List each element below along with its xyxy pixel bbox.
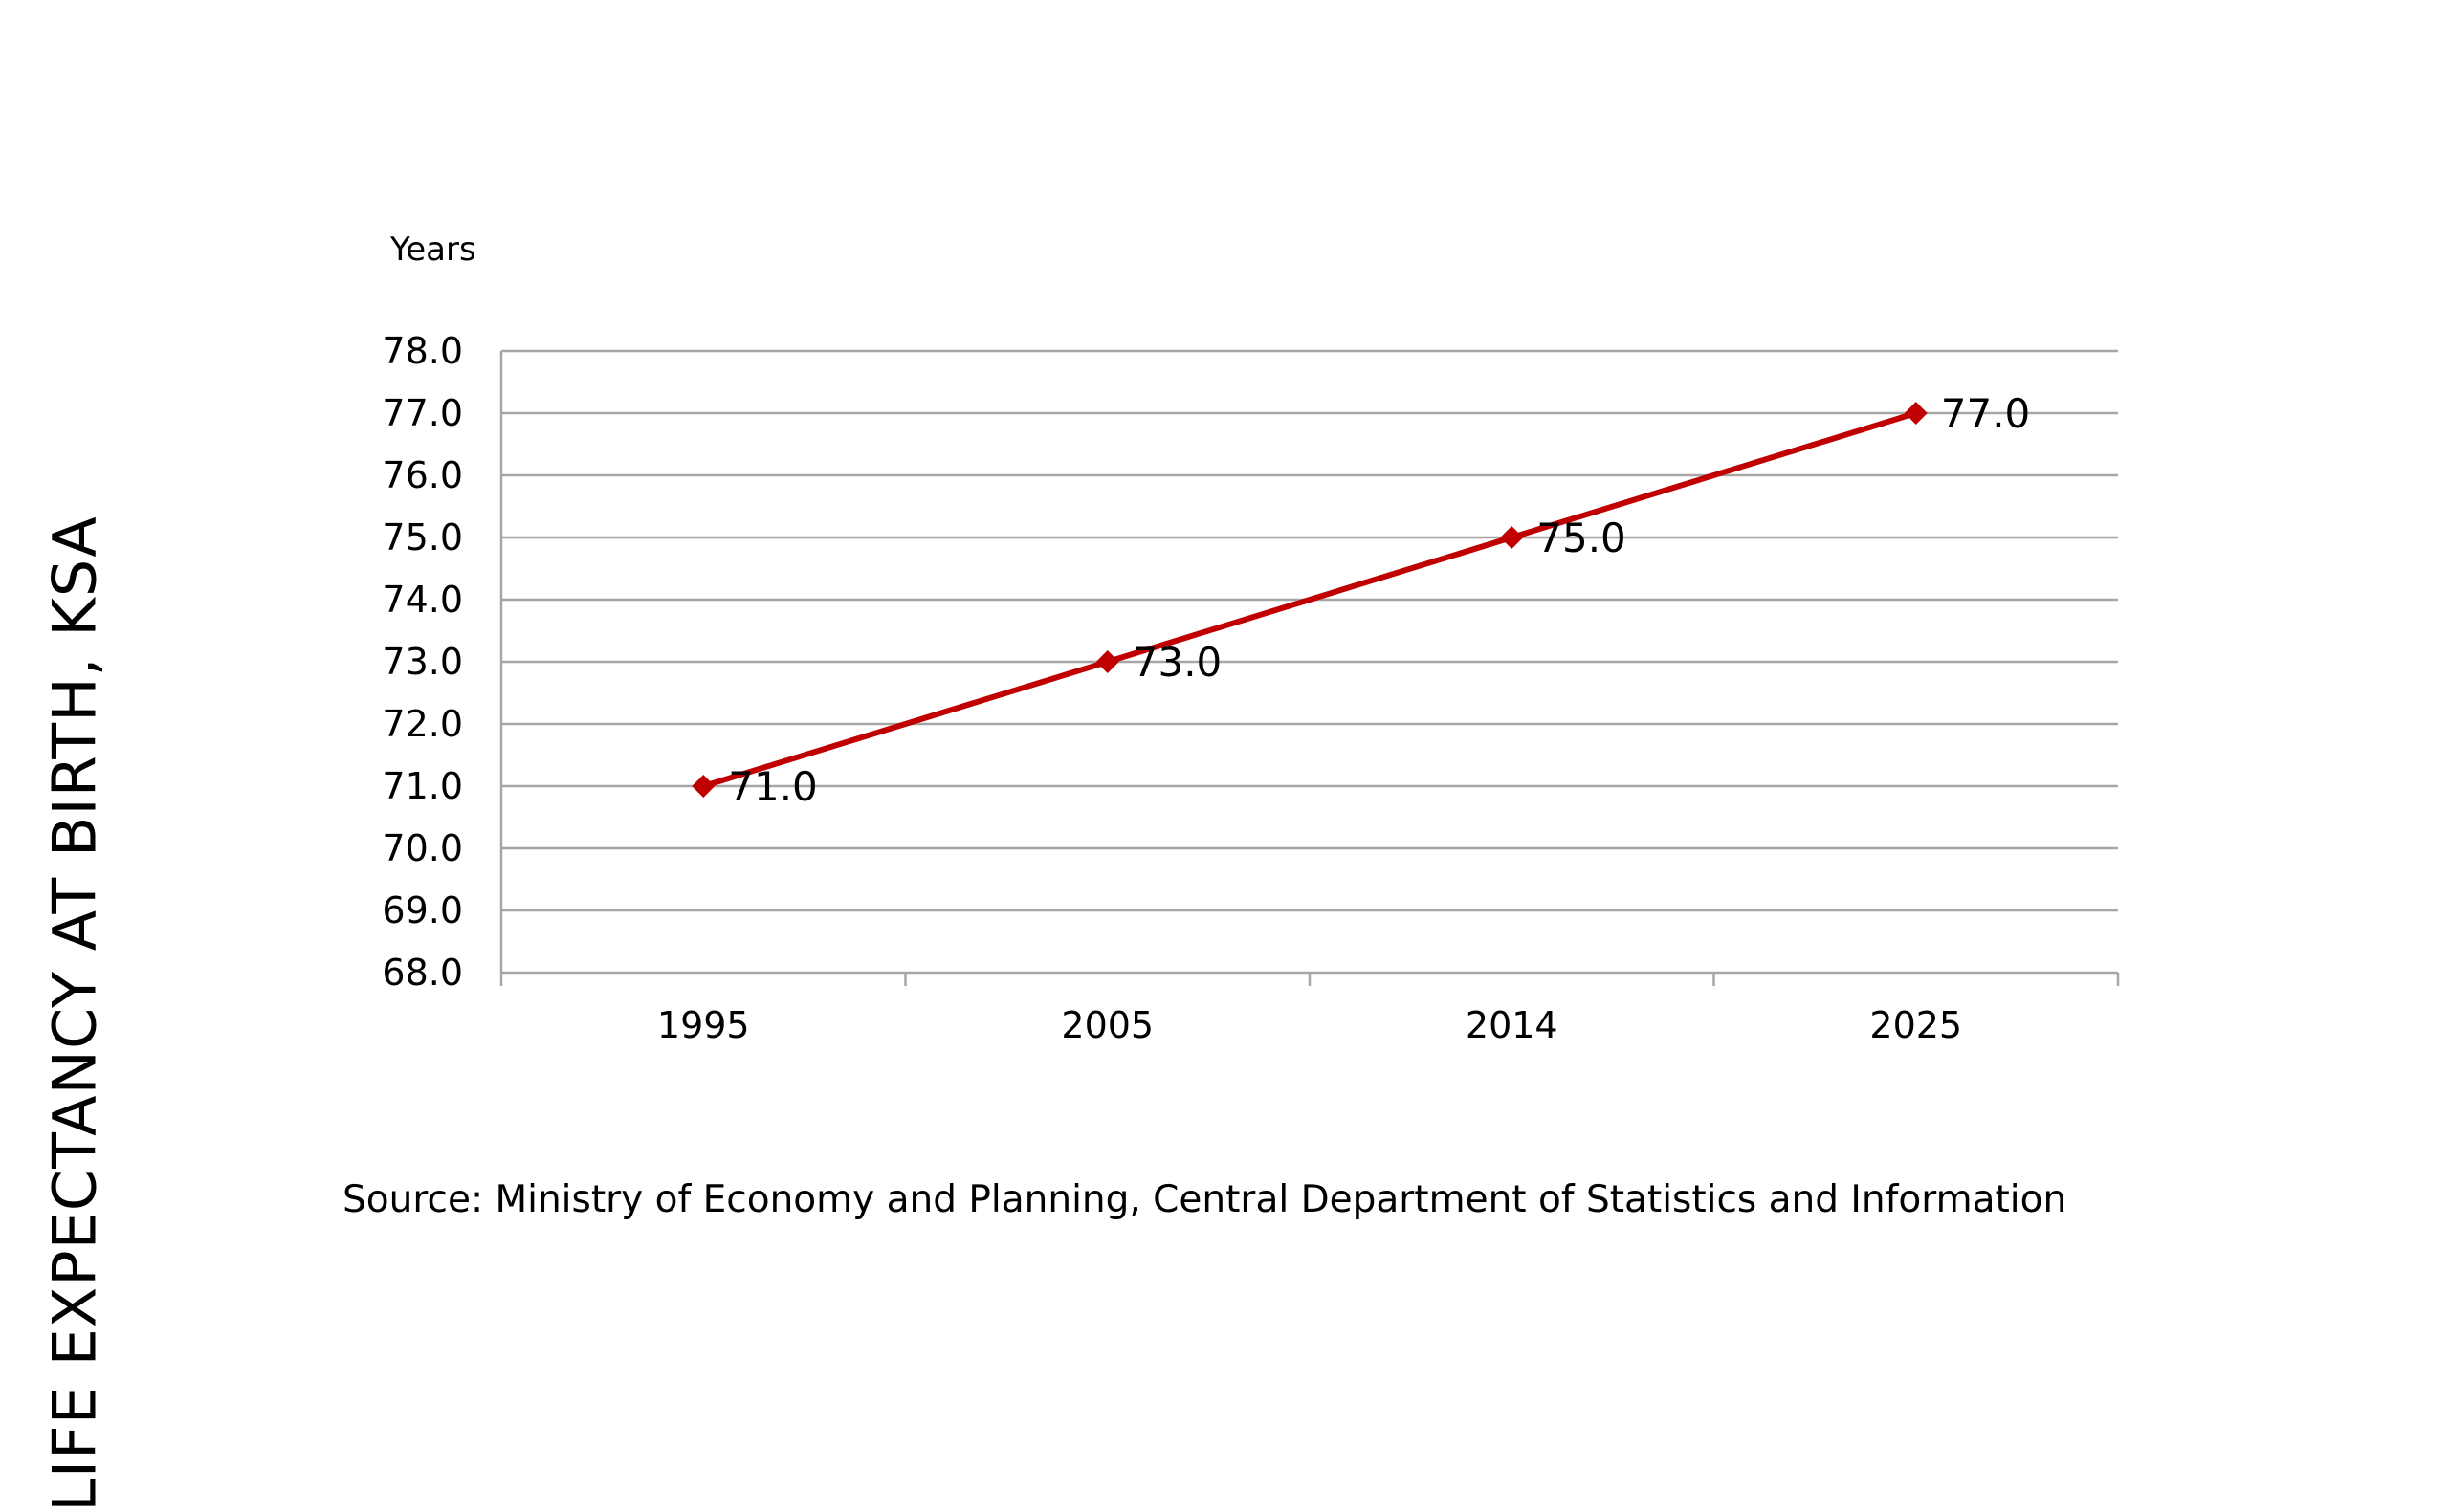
- y-tick-label: 77.0: [382, 392, 463, 434]
- y-tick-label: 73.0: [382, 641, 463, 683]
- data-label: 77.0: [1941, 390, 2031, 437]
- x-tick-label: 2014: [1466, 1004, 1558, 1046]
- x-tick-label: 2005: [1061, 1004, 1154, 1046]
- x-tick-label: 1995: [657, 1004, 750, 1046]
- data-point-marker: [1904, 402, 1928, 425]
- x-tick-label: 2025: [1869, 1004, 1962, 1046]
- series-line: [702, 410, 1917, 789]
- data-labels: 71.0 73.0 75.0 77.0: [728, 390, 2030, 810]
- y-tick-label: 68.0: [382, 952, 463, 994]
- y-tick-labels: 68.0 69.0 70.0 71.0 72.0 73.0 74.0 75.0 76.0 77.0…: [382, 330, 463, 994]
- source-note: Source: Ministry of Economy and Planning…: [342, 1178, 2067, 1221]
- data-label: 71.0: [728, 763, 818, 810]
- series-layer: [692, 402, 1928, 798]
- x-tick-labels: 1995 2005 2014 2025: [657, 1004, 1962, 1046]
- y-tick-label: 78.0: [382, 330, 463, 372]
- gridlines: [501, 349, 2118, 975]
- y-tick-label: 76.0: [382, 454, 463, 496]
- y-tick-label: 70.0: [382, 827, 463, 869]
- y-tick-label: 71.0: [382, 765, 463, 807]
- y-axis-label: Years: [389, 230, 476, 269]
- data-label: 73.0: [1133, 639, 1223, 686]
- y-tick-label: 75.0: [382, 516, 463, 559]
- axes: [499, 351, 2120, 986]
- data-point-marker: [1500, 526, 1524, 549]
- data-point-marker: [1095, 650, 1119, 673]
- y-tick-label: 69.0: [382, 889, 463, 931]
- line-chart: 68.0 69.0 70.0 71.0 72.0 73.0 74.0 75.0 76.0 77.0…: [382, 230, 2120, 1046]
- data-label: 75.0: [1536, 515, 1626, 561]
- y-tick-label: 74.0: [382, 579, 463, 621]
- data-point-marker: [692, 775, 716, 798]
- y-tick-label: 72.0: [382, 703, 463, 745]
